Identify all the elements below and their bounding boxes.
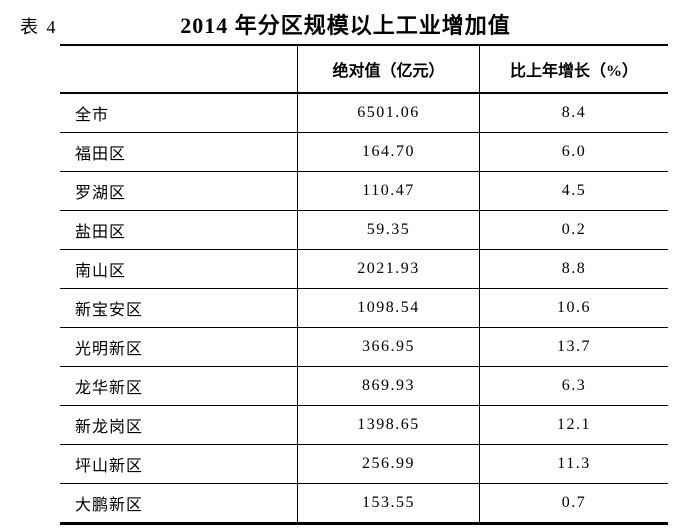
absolute-value-cell: 256.99 [297,445,480,483]
region-cell: 龙华新区 [75,380,144,397]
header-absolute-value: 绝对值（亿元） [297,46,480,92]
header-empty-cell [60,46,297,92]
caption-area: 表 4 2014 年分区规模以上工业增加值 [0,6,691,44]
absolute-value-cell: 2021.93 [297,250,480,288]
growth-cell: 10.6 [557,299,591,316]
growth-cell: 0.2 [561,221,587,238]
table-row: 盐田区 59.35 0.2 [60,211,668,250]
growth-cell: 4.5 [561,182,587,199]
absolute-value-cell: 59.35 [297,211,480,249]
table-row: 福田区 164.70 6.0 [60,133,668,172]
region-cell: 全市 [75,107,110,124]
industrial-output-table: 绝对值（亿元） 比上年增长（%） 全市 6501.06 8.4 福田区 164.… [60,44,668,525]
growth-cell: 6.0 [561,143,587,160]
absolute-value-cell: 110.47 [297,172,480,210]
region-cell: 光明新区 [75,341,144,358]
region-cell: 南山区 [75,263,127,280]
absolute-value-cell: 1098.54 [297,289,480,327]
table-row: 光明新区 366.95 13.7 [60,328,668,367]
growth-cell: 12.1 [557,416,591,433]
absolute-value-cell: 6501.06 [297,94,480,132]
region-cell: 福田区 [75,146,127,163]
absolute-value-cell: 1398.65 [297,406,480,444]
table-row: 全市 6501.06 8.4 [60,94,668,133]
table-row: 龙华新区 869.93 6.3 [60,367,668,406]
table-row: 新宝安区 1098.54 10.6 [60,289,668,328]
region-cell: 大鹏新区 [75,497,144,514]
growth-cell: 11.3 [557,455,591,472]
growth-cell: 13.7 [557,338,591,355]
region-cell: 新龙岗区 [75,419,144,436]
table-row: 坪山新区 256.99 11.3 [60,445,668,484]
table-row: 南山区 2021.93 8.8 [60,250,668,289]
table-header-row: 绝对值（亿元） 比上年增长（%） [60,46,668,94]
table-row: 新龙岗区 1398.65 12.1 [60,406,668,445]
region-cell: 罗湖区 [75,185,127,202]
region-cell: 新宝安区 [75,302,144,319]
absolute-value-cell: 164.70 [297,133,480,171]
growth-cell: 8.4 [561,104,587,121]
table-row: 罗湖区 110.47 4.5 [60,172,668,211]
growth-cell: 0.7 [561,494,587,511]
table-number-label: 表 4 [20,17,58,37]
table-row: 大鹏新区 153.55 0.7 [60,484,668,522]
header-growth-rate: 比上年增长（%） [509,63,638,80]
growth-cell: 6.3 [561,377,587,394]
absolute-value-cell: 153.55 [297,484,480,522]
absolute-value-cell: 869.93 [297,367,480,405]
page-title: 2014 年分区规模以上工业增加值 [180,13,511,38]
region-cell: 盐田区 [75,224,127,241]
region-cell: 坪山新区 [75,458,144,475]
growth-cell: 8.8 [561,260,587,277]
absolute-value-cell: 366.95 [297,328,480,366]
